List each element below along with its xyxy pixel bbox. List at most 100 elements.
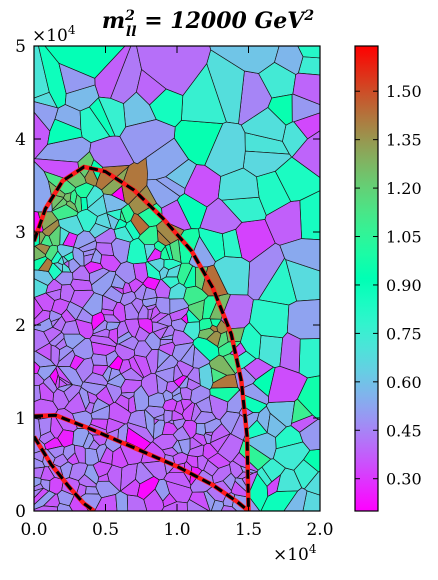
voronoi-cell <box>37 257 53 272</box>
voronoi-cell <box>108 327 119 345</box>
voronoi-cell <box>126 237 148 265</box>
voronoi-cell <box>240 107 287 142</box>
voronoi-cell <box>111 286 124 295</box>
voronoi-cell <box>173 364 184 382</box>
boundary-curve-outer-dashed <box>34 165 250 511</box>
colorbar <box>354 45 379 512</box>
voronoi-cell <box>115 490 129 511</box>
voronoi-cell <box>131 297 144 315</box>
x-tick-label: 0.5 <box>92 520 119 540</box>
voronoi-cell <box>57 214 85 236</box>
voronoi-cell <box>183 265 196 289</box>
voronoi-cell <box>180 387 193 401</box>
colorbar-tick-label: 0.90 <box>386 276 422 295</box>
voronoi-cell <box>201 264 229 297</box>
voronoi-cell <box>279 238 320 272</box>
voronoi-cell <box>91 397 111 414</box>
voronoi-cell <box>145 349 159 374</box>
boundary-curves <box>34 164 251 511</box>
voronoi-cell <box>193 411 217 424</box>
voronoi-cell <box>207 452 231 469</box>
colorbar-tick-label: 1.50 <box>386 82 422 101</box>
voronoi-cell <box>108 355 124 371</box>
voronoi-cell <box>34 483 44 492</box>
voronoi-cell <box>171 386 181 397</box>
voronoi-cell <box>298 338 320 379</box>
voronoi-cell <box>199 197 243 235</box>
voronoi-cell <box>161 447 179 457</box>
voronoi-cell <box>272 441 311 471</box>
voronoi-cell <box>145 303 157 311</box>
voronoi-cell <box>121 154 148 205</box>
voronoi-cell <box>152 325 169 340</box>
x-tick-label: 1.5 <box>235 520 262 540</box>
voronoi-cell <box>78 474 97 488</box>
voronoi-cell <box>112 302 127 323</box>
boundary-curve-lower-dashed <box>34 413 250 511</box>
voronoi-cell <box>58 62 96 95</box>
x-tick-label: 0.0 <box>20 520 47 540</box>
voronoi-cell <box>146 257 165 273</box>
voronoi-cell <box>291 398 314 424</box>
voronoi-cell <box>34 505 58 511</box>
chart-title: m2 ll = 12000 GeV2 <box>102 8 314 40</box>
y-tick-label: 4 <box>15 130 26 150</box>
voronoi-cell <box>286 299 320 340</box>
voronoi-cell <box>105 417 126 434</box>
voronoi-cell <box>40 466 55 481</box>
voronoi-cell <box>210 423 232 444</box>
voronoi-cell <box>143 409 155 440</box>
voronoi-cell <box>136 68 167 106</box>
voronoi-cell <box>34 476 42 488</box>
voronoi-cell <box>153 413 165 421</box>
voronoi-cell <box>128 356 145 379</box>
voronoi-cell <box>210 499 225 511</box>
voronoi-cell <box>169 238 182 263</box>
colorbar-tick-label: 0.45 <box>386 421 422 440</box>
voronoi-cell <box>274 46 304 75</box>
voronoi-cell <box>161 421 179 436</box>
voronoi-cell <box>34 278 49 298</box>
voronoi-cell <box>210 367 228 384</box>
voronoi-cell <box>111 446 129 469</box>
voronoi-cell <box>92 364 109 377</box>
voronoi-cell <box>136 475 160 500</box>
boundary-curve-inner-dashed <box>34 435 95 511</box>
y-axis: 0 1 2 3 4 5 <box>15 37 320 522</box>
voronoi-cell <box>192 433 208 446</box>
voronoi-cell <box>171 410 185 421</box>
voronoi-cells <box>34 46 320 511</box>
voronoi-cell <box>118 336 139 351</box>
voronoi-cell <box>292 72 320 105</box>
y-tick-label: 5 <box>15 37 26 57</box>
colorbar-tick-label: 0.30 <box>386 470 422 489</box>
voronoi-cell <box>82 292 103 317</box>
voronoi-cell <box>69 354 85 371</box>
voronoi-cell <box>98 96 126 137</box>
y-tick-label: 2 <box>15 316 26 336</box>
voronoi-cell <box>100 254 122 272</box>
voronoi-cell <box>169 298 189 315</box>
voronoi-cell <box>279 332 301 374</box>
voronoi-cell <box>110 185 125 203</box>
voronoi-cell <box>120 391 135 400</box>
voronoi-cell <box>61 320 81 335</box>
colorbar-ticks: 0.30 0.45 0.60 0.75 0.90 1.05 1.20 1.35 1.50 <box>355 82 422 489</box>
voronoi-cell <box>49 310 63 323</box>
voronoi-cell <box>57 244 74 257</box>
voronoi-cell <box>240 322 262 360</box>
voronoi-cell <box>171 342 194 362</box>
colorbar-tick-label: 1.20 <box>386 179 422 198</box>
colorbar-tick-label: 1.05 <box>386 228 422 247</box>
voronoi-cell <box>204 121 246 177</box>
x-axis: 0.0 0.5 1.0 1.5 2.0 <box>20 46 334 540</box>
voronoi-cell <box>54 271 74 286</box>
y-tick-label: 3 <box>15 223 26 243</box>
voronoi-cell <box>182 321 201 341</box>
voronoi-cell <box>38 382 54 402</box>
voronoi-cell <box>249 299 290 339</box>
plot-area <box>34 46 320 511</box>
x-axis-multiplier: ×104 <box>273 542 317 565</box>
voronoi-cell <box>155 176 186 197</box>
